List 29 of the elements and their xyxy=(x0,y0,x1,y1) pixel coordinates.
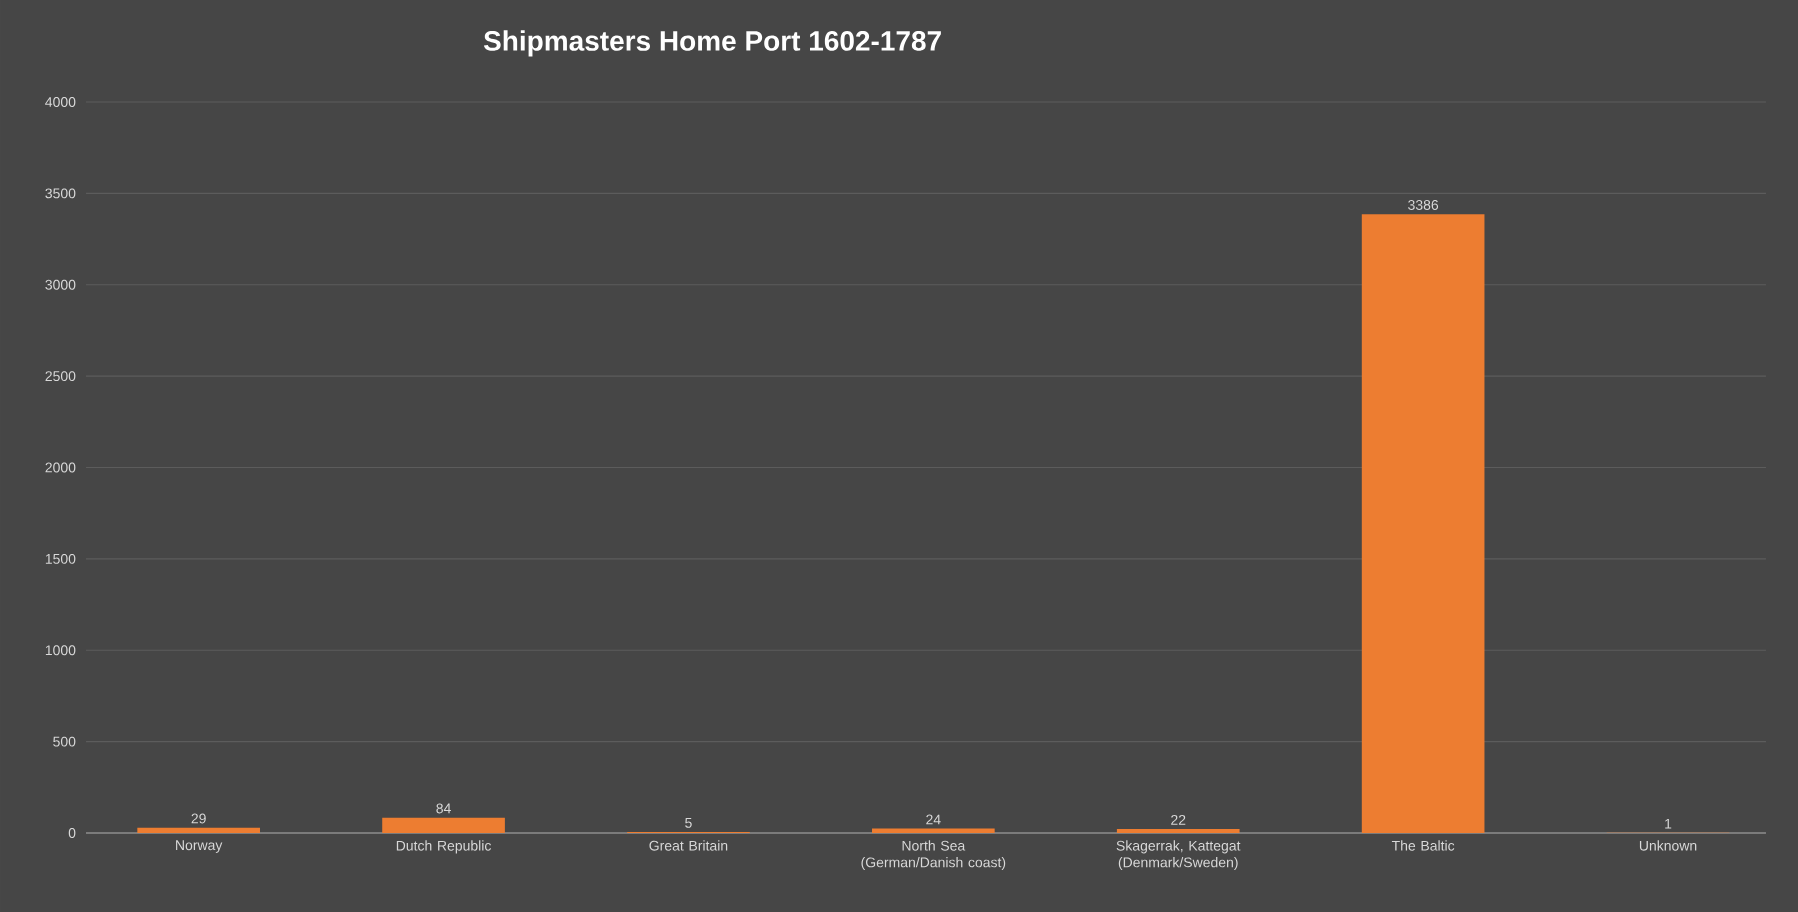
x-tick-label: Unknown xyxy=(1639,840,1697,851)
data-label: 3386 xyxy=(1408,200,1439,210)
data-label: 1 xyxy=(1665,818,1672,829)
x-tick-label: Skagerrak, Kattegat (Denmark/Sweden) xyxy=(1116,840,1241,871)
x-tick-label: The Baltic xyxy=(1391,840,1455,851)
y-tick-label: 0 xyxy=(68,828,76,838)
data-label: 5 xyxy=(685,818,692,828)
x-tick-label: North Sea (German/Danish coast) xyxy=(861,840,1006,871)
data-label: 24 xyxy=(926,814,941,825)
bar xyxy=(137,827,260,833)
bar xyxy=(1116,828,1240,833)
bar xyxy=(382,817,505,833)
y-tick-label: 3000 xyxy=(45,279,76,290)
data-label: 22 xyxy=(1171,814,1186,825)
y-tick-label: 1000 xyxy=(45,645,76,656)
y-tick-label: 1500 xyxy=(45,553,76,564)
data-label: 29 xyxy=(191,813,206,824)
x-tick-label: Dutch Republic xyxy=(396,840,492,854)
y-tick-label: 2000 xyxy=(45,462,76,473)
y-tick-label: 4000 xyxy=(45,97,76,107)
y-tick-label: 500 xyxy=(53,736,76,747)
data-label: 84 xyxy=(436,803,451,814)
bar xyxy=(872,828,995,833)
bar xyxy=(1361,214,1485,833)
x-tick-label: Norway xyxy=(176,840,223,853)
chart-title: Shipmasters Home Port 1602-1787 xyxy=(483,30,941,57)
y-tick-label: 2500 xyxy=(45,371,76,382)
y-tick-label: 3500 xyxy=(45,188,76,199)
x-tick-label: Great Britain xyxy=(649,840,728,851)
